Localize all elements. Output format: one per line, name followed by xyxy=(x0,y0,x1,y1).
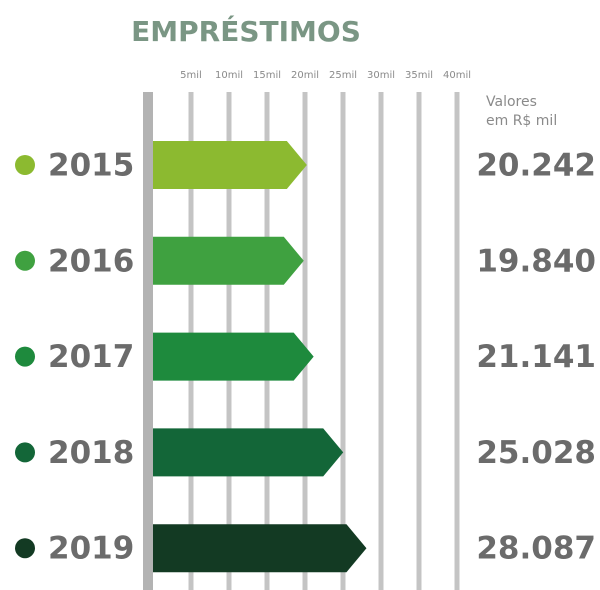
bar xyxy=(153,428,344,477)
legend-dot xyxy=(15,538,35,559)
bar xyxy=(153,236,304,285)
value-label: 20.242 xyxy=(476,148,596,184)
x-tick-label: 25mil xyxy=(329,70,357,81)
value-label: 28.087 xyxy=(476,531,596,567)
value-label: 25.028 xyxy=(476,435,596,471)
y-tick-label: 2018 xyxy=(48,435,134,471)
axis-base xyxy=(143,92,153,590)
y-tick-label: 2015 xyxy=(48,148,134,184)
grid-line xyxy=(302,92,308,590)
legend-dot xyxy=(15,346,35,367)
value-label: 19.840 xyxy=(476,243,596,279)
y-tick-label: 2019 xyxy=(48,531,134,567)
bar xyxy=(153,141,307,189)
chart-title: EMPRÉSTIMOS xyxy=(131,14,361,48)
grid-line xyxy=(340,92,346,590)
x-tick-label: 30mil xyxy=(367,70,395,81)
legend-dot xyxy=(15,250,35,271)
bar xyxy=(153,524,367,573)
value-label: 21.141 xyxy=(476,339,596,375)
y-tick-label: 2017 xyxy=(48,339,134,375)
bar xyxy=(153,332,314,381)
grid-line xyxy=(416,92,422,590)
grid-line xyxy=(454,92,460,590)
x-tick-label: 40mil xyxy=(443,70,471,81)
x-tick-label: 20mil xyxy=(291,70,319,81)
x-tick-label: 35mil xyxy=(405,70,433,81)
x-tick-label: 15mil xyxy=(253,70,281,81)
legend-dot xyxy=(15,155,35,175)
legend-dot xyxy=(15,442,35,463)
grid-line xyxy=(378,92,384,590)
unit-note: Valores xyxy=(486,94,537,110)
y-tick-label: 2016 xyxy=(48,243,134,279)
unit-note: em R$ mil xyxy=(486,113,557,129)
x-tick-label: 10mil xyxy=(215,70,243,81)
x-tick-label: 5mil xyxy=(180,70,202,81)
